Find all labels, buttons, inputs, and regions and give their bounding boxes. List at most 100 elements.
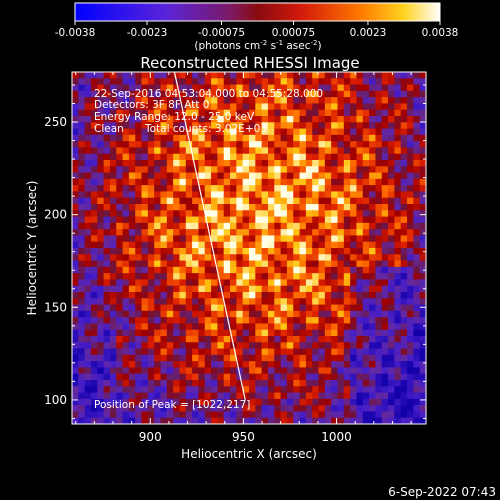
heatmap-cell [179, 116, 187, 123]
heatmap-cell [305, 78, 313, 86]
heatmap-cell [407, 310, 414, 318]
heatmap-cell [103, 197, 111, 205]
heatmap-cell [337, 329, 345, 337]
heatmap-cell [78, 285, 86, 293]
heatmap-cell [343, 122, 351, 130]
heatmap-cell [255, 241, 263, 249]
heatmap-cell [242, 204, 250, 211]
heatmap-cell [236, 354, 244, 362]
heatmap-cell [135, 273, 143, 281]
heatmap-cell [141, 323, 149, 331]
heatmap-cell [350, 178, 358, 186]
heatmap-cell [192, 210, 200, 218]
heatmap-cell [280, 348, 288, 356]
heatmap-cell [388, 348, 395, 356]
heatmap-cell [324, 304, 332, 312]
heatmap-cell [204, 266, 212, 274]
heatmap-cell [413, 266, 421, 274]
heatmap-cell [103, 97, 111, 105]
heatmap-cell [318, 122, 326, 130]
heatmap-cell [217, 72, 225, 79]
heatmap-cell [286, 84, 294, 92]
heatmap-cell [299, 178, 307, 186]
heatmap-cell [261, 134, 269, 142]
heatmap-cell [407, 292, 414, 299]
heatmap-cell [293, 128, 301, 136]
heatmap-cell [261, 197, 269, 205]
heatmap-cell [312, 160, 320, 167]
heatmap-cell [249, 78, 256, 86]
heatmap-cell [230, 254, 237, 262]
heatmap-cell [135, 134, 143, 142]
heatmap-cell [242, 210, 250, 218]
heatmap-cell [388, 310, 395, 318]
heatmap-cell [223, 329, 231, 337]
heatmap-cell [255, 373, 263, 381]
heatmap-cell [261, 336, 269, 343]
heatmap-cell [274, 329, 282, 337]
heatmap-cell [299, 304, 307, 312]
heatmap-cell [109, 260, 117, 268]
heatmap-cell [72, 178, 79, 186]
heatmap-cell [356, 84, 364, 92]
heatmap-cell [185, 216, 193, 224]
heatmap-cell [236, 417, 244, 424]
heatmap-cell [261, 178, 269, 186]
heatmap-cell [299, 380, 307, 387]
heatmap-cell [72, 348, 79, 356]
heatmap-cell [109, 310, 117, 318]
heatmap-cell [78, 109, 86, 117]
heatmap-cell [343, 273, 351, 281]
heatmap-cell [122, 172, 130, 180]
heatmap-cell [160, 266, 168, 274]
heatmap-cell [324, 254, 332, 262]
heatmap-cell [230, 141, 237, 149]
heatmap-cell [286, 153, 294, 161]
heatmap-cell [166, 204, 174, 211]
heatmap-cell [103, 260, 111, 268]
heatmap-cell [369, 116, 377, 123]
heatmap-cell [90, 398, 98, 406]
heatmap-cell [90, 304, 98, 312]
heatmap-cell [147, 292, 155, 299]
heatmap-cell [173, 166, 181, 174]
heatmap-cell [84, 398, 92, 406]
heatmap-cell [413, 361, 421, 369]
heatmap-cell [274, 342, 282, 350]
heatmap-cell [160, 304, 168, 312]
heatmap-cell [362, 292, 370, 299]
heatmap-cell [204, 103, 212, 111]
heatmap-cell [305, 241, 313, 249]
heatmap-cell [362, 254, 370, 262]
heatmap-cell [362, 185, 370, 193]
heatmap-cell [198, 292, 206, 299]
heatmap-cell [312, 147, 320, 155]
heatmap-cell [413, 204, 421, 211]
heatmap-cell [147, 229, 155, 237]
heatmap-cell [350, 260, 358, 268]
heatmap-cell [267, 178, 275, 186]
heatmap-cell [78, 323, 86, 331]
heatmap-cell [362, 116, 370, 123]
heatmap-cell [356, 273, 364, 281]
heatmap-cell [72, 197, 79, 205]
heatmap-cell [255, 109, 263, 117]
heatmap-cell [375, 178, 383, 186]
heatmap-cell [147, 298, 155, 306]
heatmap-cell [78, 241, 86, 249]
heatmap-cell [223, 411, 231, 419]
heatmap-cell [204, 116, 212, 123]
heatmap-cell [154, 97, 162, 105]
heatmap-cell [198, 367, 206, 375]
heatmap-cell [394, 417, 402, 424]
heatmap-cell [337, 380, 345, 387]
heatmap-cell [147, 103, 155, 111]
heatmap-cell [128, 266, 136, 274]
heatmap-cell [223, 367, 231, 375]
heatmap-cell [198, 191, 206, 199]
heatmap-cell [337, 235, 345, 243]
heatmap-cell [236, 348, 244, 356]
heatmap-cell [267, 310, 275, 318]
heatmap-cell [305, 128, 313, 136]
heatmap-cell [128, 141, 136, 149]
